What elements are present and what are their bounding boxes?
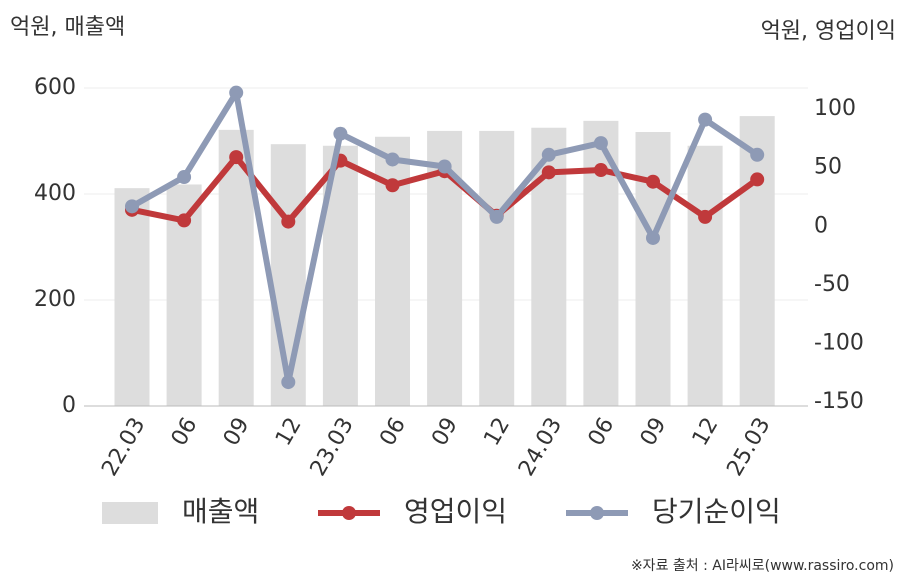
legend-label: 매출액 xyxy=(182,495,259,528)
x-tick-label: 06 xyxy=(584,414,620,451)
y-tick-label: 0 xyxy=(62,393,76,418)
x-tick-label: 06 xyxy=(375,414,411,451)
x-tick-label: 09 xyxy=(219,414,255,451)
point xyxy=(593,163,608,178)
x-tick-label: 24.03 xyxy=(514,414,567,481)
legend-label: 당기순이익 xyxy=(652,495,781,528)
point xyxy=(698,112,713,127)
point xyxy=(593,136,608,151)
point xyxy=(385,152,400,167)
point xyxy=(281,214,296,229)
y-tick-label: 600 xyxy=(34,75,76,100)
y2-axis-title: 억원, 영업이익 xyxy=(761,19,896,44)
point xyxy=(646,230,660,245)
point xyxy=(541,147,556,162)
point xyxy=(229,150,244,165)
y2-tick-label: 50 xyxy=(814,155,842,180)
y2-tick-label: 0 xyxy=(814,213,828,238)
y2-tick-label: 100 xyxy=(814,96,856,121)
bar xyxy=(687,145,723,406)
y2-tick-label: -150 xyxy=(814,389,864,414)
point xyxy=(750,147,765,162)
point xyxy=(177,213,192,228)
x-tick-label: 12 xyxy=(479,414,515,451)
point xyxy=(229,85,244,100)
x-tick-label: 25.03 xyxy=(722,414,775,481)
legend-marker xyxy=(342,506,356,520)
x-tick-label: 12 xyxy=(271,414,307,451)
y2-tick-label: -100 xyxy=(814,330,864,355)
point xyxy=(750,172,765,187)
bar xyxy=(739,116,775,406)
x-tick-label: 09 xyxy=(427,414,463,451)
point xyxy=(541,165,556,180)
x-tick-label: 22.03 xyxy=(97,414,150,481)
bar xyxy=(270,144,306,406)
y-axis-title: 억원, 매출액 xyxy=(10,15,125,40)
source: ※자료 출처 : AI라씨로(www.rassiro.com) xyxy=(631,558,894,574)
point xyxy=(281,375,296,390)
point xyxy=(177,170,192,185)
x-tick-label: 06 xyxy=(167,414,203,451)
point xyxy=(385,178,400,193)
y-tick-label: 200 xyxy=(34,287,76,312)
x-tick-label: 12 xyxy=(688,414,724,451)
point xyxy=(646,174,660,189)
legend-label: 영업이익 xyxy=(404,495,507,528)
legend-marker xyxy=(590,506,604,520)
legend-swatch xyxy=(102,502,158,524)
y-tick-label: 400 xyxy=(34,181,76,206)
bar xyxy=(635,131,671,407)
point xyxy=(437,159,452,174)
y2-tick-label: -50 xyxy=(814,272,850,297)
point xyxy=(489,209,504,224)
point xyxy=(698,209,713,224)
x-tick-label: 09 xyxy=(636,414,672,451)
bar xyxy=(479,130,515,406)
bar xyxy=(114,188,150,406)
point xyxy=(125,199,139,214)
point xyxy=(333,126,348,141)
x-tick-label: 23.03 xyxy=(306,414,359,481)
